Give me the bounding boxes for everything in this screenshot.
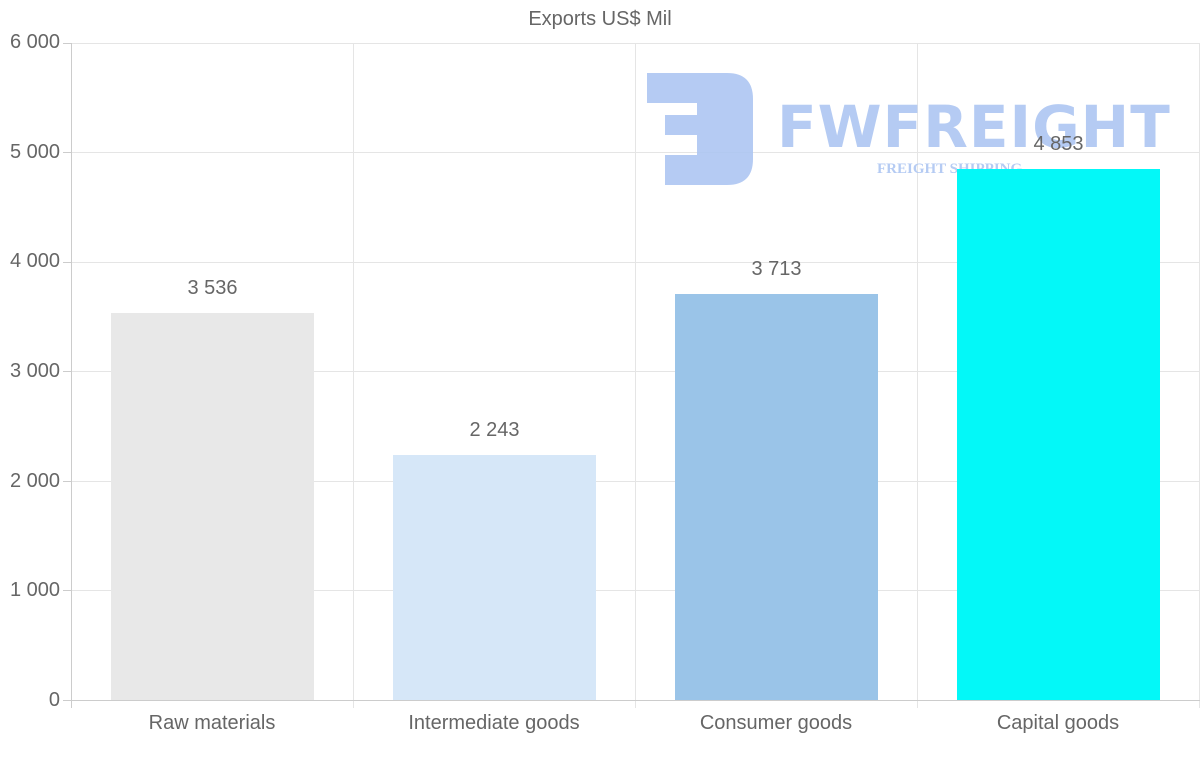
bar-value-label: 3 713 [751, 258, 802, 280]
chart-title: Exports US$ Mil [528, 8, 672, 30]
gridline [917, 43, 918, 708]
y-tick-mark [63, 371, 71, 372]
bar-value-label: 4 853 [1033, 133, 1084, 155]
x-tick-label: Raw materials [148, 712, 276, 734]
y-tick-label: 3 000 [9, 360, 60, 382]
bar-intermediate-goods[interactable]: 2 243 [393, 419, 596, 701]
y-tick-mark [63, 700, 71, 701]
y-tick-mark [63, 262, 71, 263]
y-tick-mark [63, 590, 71, 591]
y-tick-mark [63, 152, 71, 153]
gridline [353, 43, 354, 708]
y-tick-label: 2 000 [9, 470, 60, 492]
x-tick-label: Capital goods [996, 712, 1120, 734]
y-tick-label: 6 000 [9, 31, 60, 53]
y-tick-label: 0 [48, 689, 60, 711]
bar-consumer-goods[interactable]: 3 713 [675, 258, 878, 701]
bar-raw-materials[interactable]: 3 536 [111, 277, 314, 701]
y-tick-mark [63, 481, 71, 482]
bar-value-label: 2 243 [469, 419, 520, 441]
y-tick-label: 5 000 [9, 141, 60, 163]
x-axis-line [71, 700, 1200, 701]
x-tick-label: Intermediate goods [408, 712, 580, 734]
y-axis-line [71, 43, 72, 708]
y-tick-label: 4 000 [9, 250, 60, 272]
y-tick-label: 1 000 [9, 579, 60, 601]
x-tick-label: Consumer goods [699, 712, 853, 734]
bar-capital-goods[interactable]: 4 853 [957, 133, 1160, 701]
bar-value-label: 3 536 [187, 277, 238, 299]
y-tick-mark [63, 43, 71, 44]
plot-area: FWFREIGHT FREIGHT SHIPPING 3 536 2 243 3… [71, 43, 1200, 708]
gridline [635, 43, 636, 708]
fwfreight-logo-icon [647, 73, 753, 185]
